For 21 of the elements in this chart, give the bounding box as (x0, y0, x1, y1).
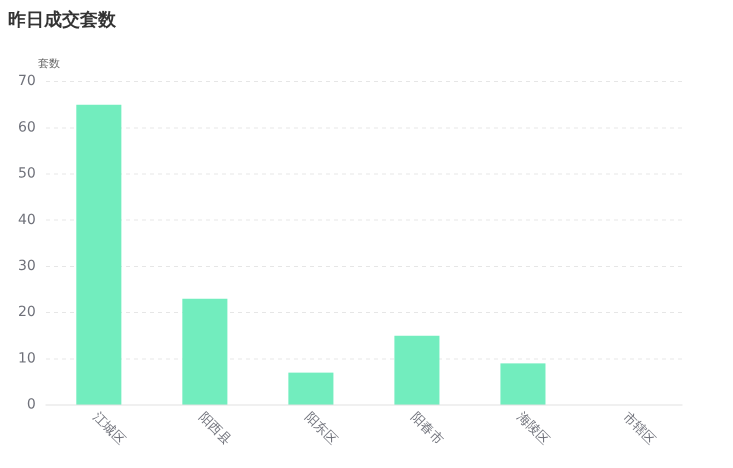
chart-title: 昨日成交套数 (8, 9, 117, 30)
x-tick-label: 阳西县 (196, 410, 234, 448)
y-tick-label: 60 (18, 119, 36, 136)
x-tick-label: 市辖区 (620, 410, 658, 448)
x-tick-label: 阳春市 (408, 410, 446, 448)
y-tick-label: 30 (18, 258, 36, 274)
bar (500, 363, 546, 404)
y-tick-label: 0 (26, 396, 36, 413)
x-tick-label: 阳东区 (302, 410, 340, 448)
y-tick-label: 40 (18, 212, 36, 228)
bar (288, 372, 334, 404)
x-tick-label: 海陵区 (514, 410, 552, 448)
y-tick-label: 70 (18, 73, 36, 90)
bar (76, 104, 122, 404)
bar (182, 298, 228, 404)
y-tick-label: 20 (18, 304, 36, 320)
y-tick-label: 50 (18, 166, 36, 182)
y-tick-label: 10 (18, 350, 36, 366)
bar (394, 336, 440, 404)
y-axis-title: 套数 (38, 56, 60, 70)
x-tick-label: 江城区 (90, 410, 128, 448)
